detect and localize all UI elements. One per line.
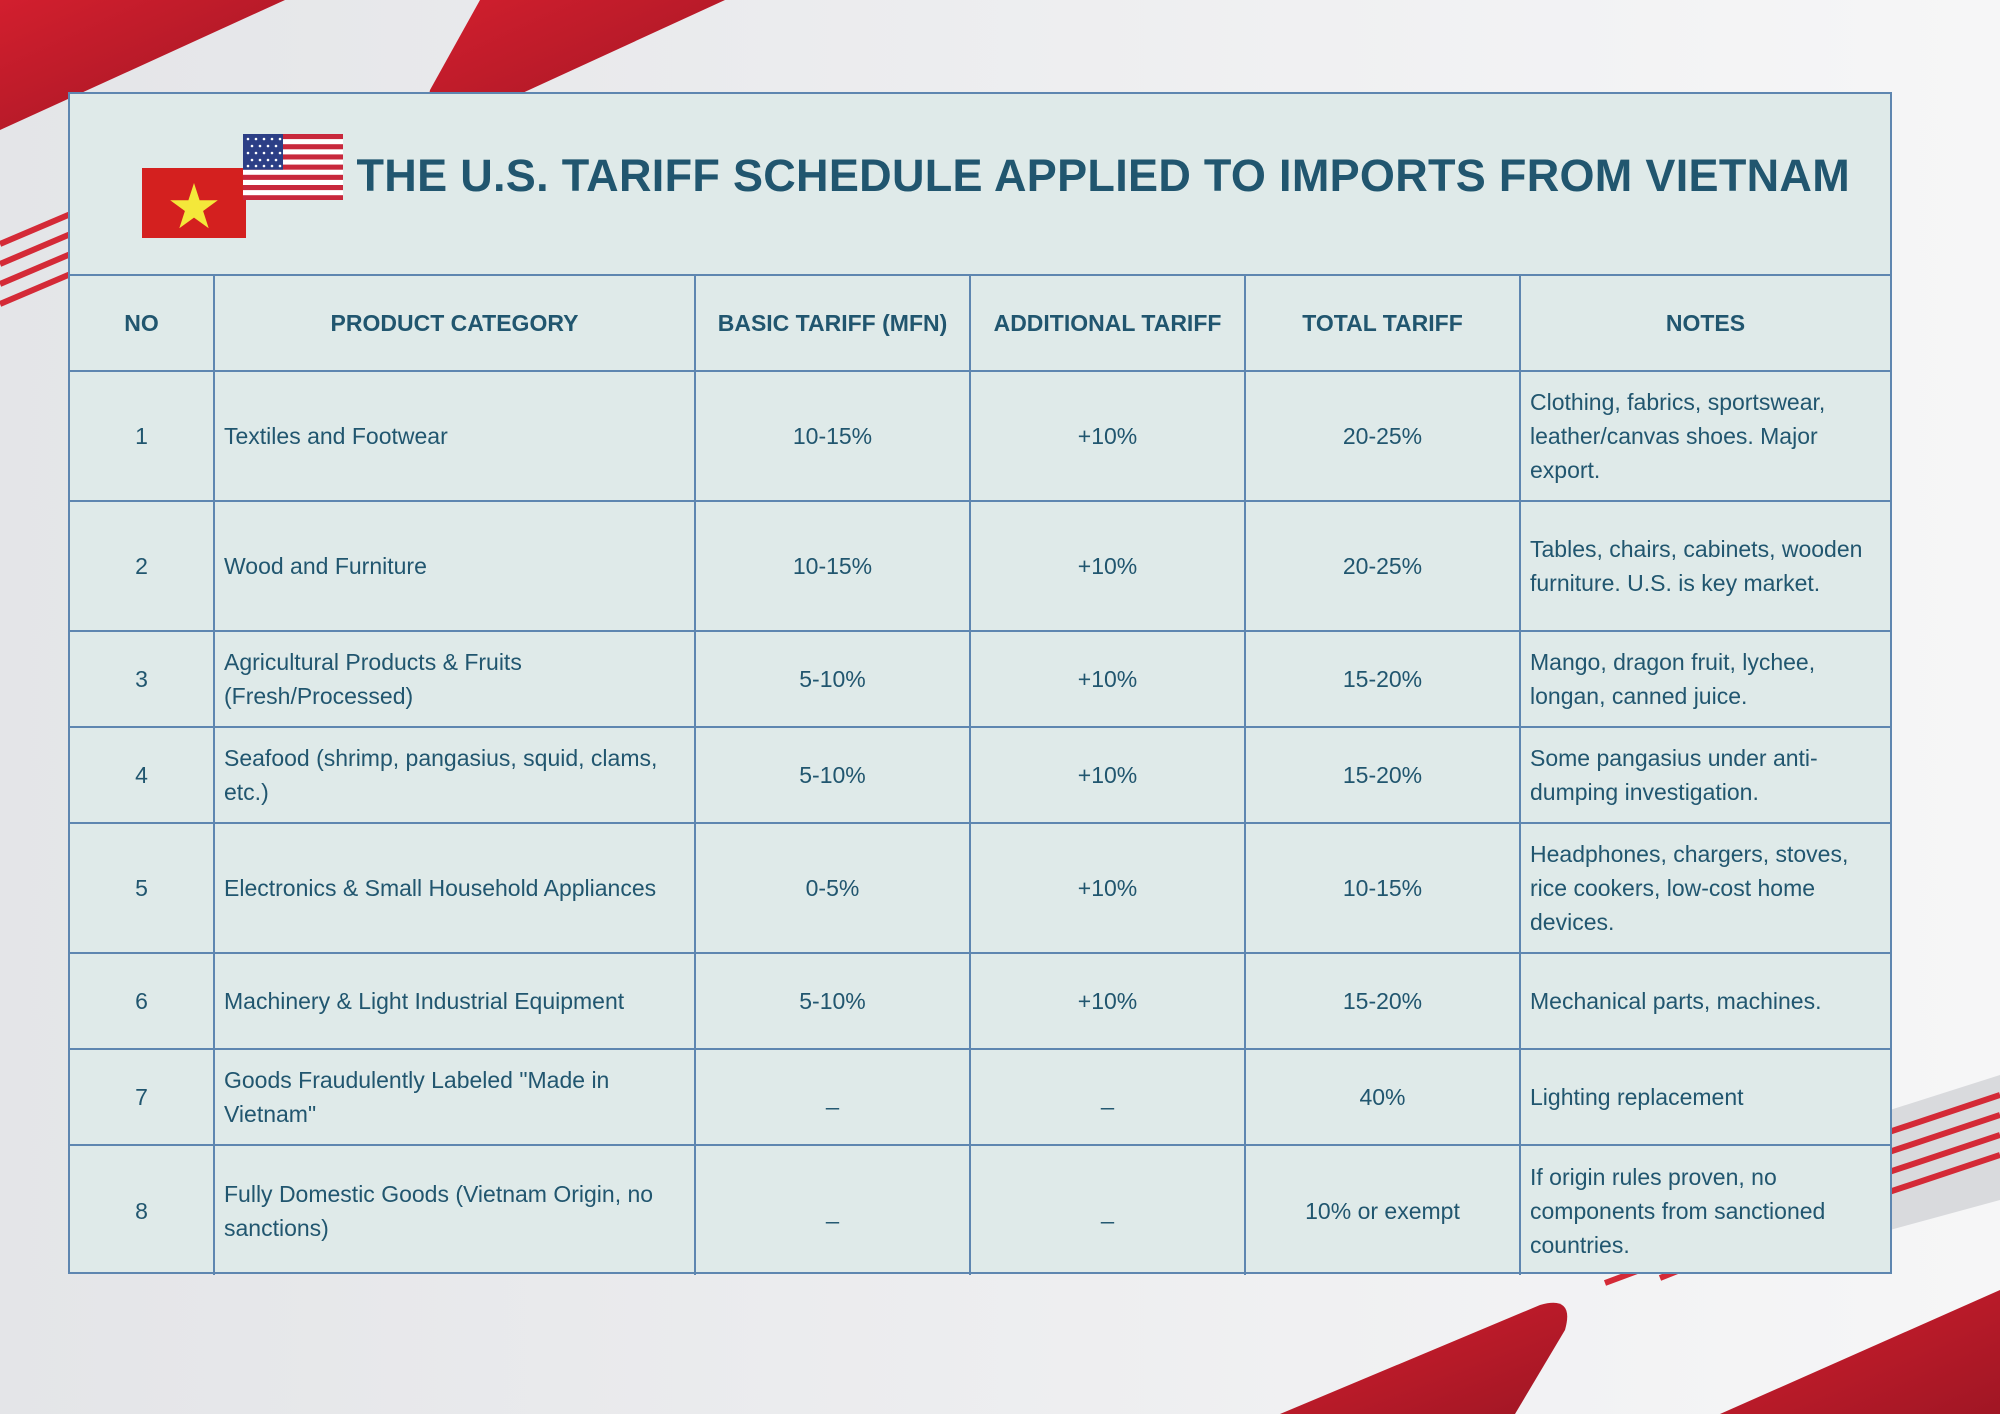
cell-basic-tariff: 5-10% — [694, 630, 971, 728]
column-header-product-category: PRODUCT CATEGORY — [213, 274, 696, 372]
table-row: 6 Machinery & Light Industrial Equipment… — [70, 952, 1890, 1050]
cell-total-tariff: 20-25% — [1244, 370, 1521, 502]
cell-notes: If origin rules proven, no components fr… — [1519, 1144, 1890, 1275]
cell-category: Electronics & Small Household Appliances — [213, 822, 696, 954]
table-row: 4 Seafood (shrimp, pangasius, squid, cla… — [70, 726, 1890, 824]
cell-total-tariff: 15-20% — [1244, 952, 1521, 1050]
cell-no: 5 — [70, 822, 215, 954]
cell-additional-tariff: +10% — [969, 726, 1246, 824]
cell-no: 4 — [70, 726, 215, 824]
cell-additional-tariff: +10% — [969, 630, 1246, 728]
cell-notes: Some pangasius under anti-dumping invest… — [1519, 726, 1890, 824]
thin-red-lines-right — [1603, 1092, 2000, 1286]
column-header-no: NO — [70, 274, 215, 372]
cell-no: 8 — [70, 1144, 215, 1275]
column-header-total-tariff: TOTAL TARIFF — [1244, 274, 1521, 372]
cell-no: 6 — [70, 952, 215, 1050]
red-stripe-bottom-center — [1280, 1302, 1568, 1414]
cell-additional-tariff: +10% — [969, 370, 1246, 502]
cell-total-tariff: 15-20% — [1244, 726, 1521, 824]
cell-basic-tariff: 0-5% — [694, 822, 971, 954]
table-row: 2 Wood and Furniture 10-15% +10% 20-25% … — [70, 500, 1890, 632]
table-header-row: NO PRODUCT CATEGORY BASIC TARIFF (MFN) A… — [70, 274, 1890, 372]
cell-additional-tariff: +10% — [969, 822, 1246, 954]
cell-basic-tariff: _ — [694, 1144, 971, 1275]
cell-basic-tariff: 5-10% — [694, 952, 971, 1050]
table-row: 1 Textiles and Footwear 10-15% +10% 20-2… — [70, 370, 1890, 502]
cell-category: Agricultural Products & Fruits (Fresh/Pr… — [213, 630, 696, 728]
thin-red-lines-left — [0, 207, 82, 307]
red-stripe-bottom-right — [1720, 1290, 2000, 1414]
page-title: THE U.S. TARIFF SCHEDULE APPLIED TO IMPO… — [356, 150, 1850, 201]
cell-notes: Mechanical parts, machines. — [1519, 952, 1890, 1050]
cell-notes: Tables, chairs, cabinets, wooden furnitu… — [1519, 500, 1890, 632]
tariff-card: THE U.S. TARIFF SCHEDULE APPLIED TO IMPO… — [68, 92, 1892, 1275]
usa-flag-icon — [243, 134, 343, 200]
cell-additional-tariff: +10% — [969, 500, 1246, 632]
cell-category: Textiles and Footwear — [213, 370, 696, 502]
cell-total-tariff: 40% — [1244, 1048, 1521, 1146]
cell-total-tariff: 20-25% — [1244, 500, 1521, 632]
column-header-additional-tariff: ADDITIONAL TARIFF — [969, 274, 1246, 372]
cell-category: Goods Fraudulently Labeled "Made in Viet… — [213, 1048, 696, 1146]
cell-total-tariff: 10-15% — [1244, 822, 1521, 954]
card-header: THE U.S. TARIFF SCHEDULE APPLIED TO IMPO… — [70, 94, 1890, 276]
cell-notes: Lighting replacement — [1519, 1048, 1890, 1146]
table-row: 7 Goods Fraudulently Labeled "Made in Vi… — [70, 1048, 1890, 1146]
column-header-basic-tariff: BASIC TARIFF (MFN) — [694, 274, 971, 372]
cell-category: Fully Domestic Goods (Vietnam Origin, no… — [213, 1144, 696, 1275]
table-row: 5 Electronics & Small Household Applianc… — [70, 822, 1890, 954]
cell-notes: Clothing, fabrics, sportswear, leather/c… — [1519, 370, 1890, 502]
cell-category: Seafood (shrimp, pangasius, squid, clams… — [213, 726, 696, 824]
cell-notes: Mango, dragon fruit, lychee, longan, can… — [1519, 630, 1890, 728]
cell-category: Wood and Furniture — [213, 500, 696, 632]
cell-no: 3 — [70, 630, 215, 728]
column-header-notes: NOTES — [1519, 274, 1890, 372]
cell-additional-tariff: _ — [969, 1048, 1246, 1146]
cell-basic-tariff: 10-15% — [694, 370, 971, 502]
cell-total-tariff: 15-20% — [1244, 630, 1521, 728]
table-row: 8 Fully Domestic Goods (Vietnam Origin, … — [70, 1144, 1890, 1275]
cell-basic-tariff: 5-10% — [694, 726, 971, 824]
vietnam-flag-icon — [142, 168, 246, 238]
cell-no: 7 — [70, 1048, 215, 1146]
cell-no: 1 — [70, 370, 215, 502]
cell-additional-tariff: +10% — [969, 952, 1246, 1050]
cell-total-tariff: 10% or exempt — [1244, 1144, 1521, 1275]
table-row: 3 Agricultural Products & Fruits (Fresh/… — [70, 630, 1890, 728]
cell-notes: Headphones, chargers, stoves, rice cooke… — [1519, 822, 1890, 954]
cell-basic-tariff: 10-15% — [694, 500, 971, 632]
cell-no: 2 — [70, 500, 215, 632]
cell-additional-tariff: _ — [969, 1144, 1246, 1275]
tariff-table: NO PRODUCT CATEGORY BASIC TARIFF (MFN) A… — [70, 274, 1890, 1275]
cell-basic-tariff: _ — [694, 1048, 971, 1146]
cell-category: Machinery & Light Industrial Equipment — [213, 952, 696, 1050]
